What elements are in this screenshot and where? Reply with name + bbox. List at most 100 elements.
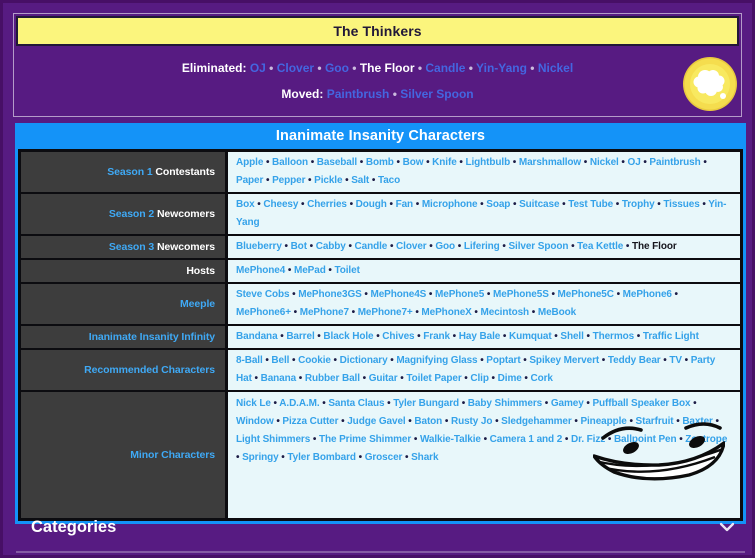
character-link[interactable]: Hay Bale: [458, 331, 501, 342]
character-link[interactable]: Yin-Yang: [236, 199, 727, 228]
character-link[interactable]: Lifering: [463, 241, 500, 252]
character-link[interactable]: Thermos: [592, 331, 635, 342]
character-link[interactable]: Dime: [497, 373, 522, 384]
character-link[interactable]: Box: [236, 199, 255, 210]
character-link[interactable]: MePhone4: [236, 265, 286, 276]
character-link[interactable]: Goo: [324, 61, 349, 75]
character-link[interactable]: Nick Le: [236, 398, 271, 409]
character-link[interactable]: OJ: [249, 61, 266, 75]
character-link[interactable]: Yin-Yang: [476, 61, 527, 75]
character-link[interactable]: Dough: [355, 199, 387, 210]
character-link[interactable]: Trophy: [621, 199, 655, 210]
character-link[interactable]: Recommended Characters: [84, 364, 215, 376]
character-link[interactable]: Clover: [396, 241, 427, 252]
character-link[interactable]: Baby Shimmers: [467, 398, 543, 409]
character-link[interactable]: Tea Kettle: [577, 241, 624, 252]
character-link[interactable]: Blueberry: [236, 241, 282, 252]
character-link[interactable]: Salt: [351, 175, 370, 186]
character-link[interactable]: Traffic Light: [642, 331, 699, 342]
character-link[interactable]: Season 1: [107, 166, 153, 178]
character-link[interactable]: Nickel: [589, 157, 619, 168]
character-link[interactable]: MePhone5S: [493, 289, 549, 300]
character-link[interactable]: Pepper: [272, 175, 306, 186]
character-link[interactable]: Party Hat: [236, 355, 716, 384]
character-link[interactable]: Goo: [435, 241, 456, 252]
character-link[interactable]: Silver Spoon: [400, 87, 474, 101]
character-link[interactable]: OJ: [627, 157, 641, 168]
character-link[interactable]: Nickel: [537, 61, 574, 75]
character-link[interactable]: Balloon: [272, 157, 309, 168]
character-link[interactable]: Sledgehammer: [501, 416, 572, 427]
character-link[interactable]: Cabby: [315, 241, 346, 252]
character-link[interactable]: MePhone7: [299, 307, 349, 318]
character-link[interactable]: Toilet Paper: [406, 373, 462, 384]
character-link[interactable]: Taco: [377, 175, 401, 186]
character-link[interactable]: Rubber Ball: [304, 373, 360, 384]
character-link[interactable]: Microphone: [421, 199, 478, 210]
character-link[interactable]: Banana: [260, 373, 297, 384]
character-link[interactable]: Dr. Fizz: [570, 434, 606, 445]
character-link[interactable]: Magnifying Glass: [396, 355, 478, 366]
character-link[interactable]: Baton: [414, 416, 443, 427]
character-link[interactable]: Springy: [242, 452, 279, 463]
character-link[interactable]: Window: [236, 416, 274, 427]
character-link[interactable]: Ballpoint Pen: [613, 434, 677, 445]
character-link[interactable]: Knife: [432, 157, 457, 168]
thought-bubble-coin-icon[interactable]: [682, 56, 738, 112]
categories-section-header[interactable]: Categories: [31, 512, 738, 542]
character-link[interactable]: Clip: [470, 373, 489, 384]
character-link[interactable]: Toilet: [334, 265, 360, 276]
character-link[interactable]: Candle: [354, 241, 388, 252]
character-link[interactable]: Cookie: [298, 355, 331, 366]
character-link[interactable]: Poptart: [486, 355, 521, 366]
character-link[interactable]: Pineapple: [580, 416, 627, 427]
character-link[interactable]: Fan: [395, 199, 414, 210]
character-link[interactable]: Cork: [530, 373, 553, 384]
character-link[interactable]: Silver Spoon: [508, 241, 569, 252]
character-link[interactable]: MePhone7+: [357, 307, 413, 318]
character-link[interactable]: Apple: [236, 157, 264, 168]
character-link[interactable]: MePad: [293, 265, 326, 276]
character-link[interactable]: Teddy Bear: [607, 355, 661, 366]
character-link[interactable]: Guitar: [368, 373, 398, 384]
character-link[interactable]: A.D.A.M.: [279, 398, 320, 409]
character-link[interactable]: Shell: [560, 331, 584, 342]
character-link[interactable]: Camera 1 and 2: [489, 434, 563, 445]
character-link[interactable]: Clover: [276, 61, 315, 75]
character-link[interactable]: MePhone6+: [236, 307, 291, 318]
character-link[interactable]: Mecintosh: [480, 307, 530, 318]
character-link[interactable]: Kumquat: [508, 331, 552, 342]
character-link[interactable]: Santa Claus: [328, 398, 385, 409]
character-link[interactable]: Test Tube: [568, 199, 614, 210]
character-link[interactable]: Paper: [236, 175, 264, 186]
character-link[interactable]: Bot: [290, 241, 307, 252]
character-link[interactable]: Soap: [486, 199, 511, 210]
character-link[interactable]: Judge Gavel: [347, 416, 406, 427]
character-link[interactable]: Rusty Jo: [450, 416, 493, 427]
character-link[interactable]: The Prime Shimmer: [318, 434, 412, 445]
character-link[interactable]: Light Shimmers: [236, 434, 311, 445]
character-link[interactable]: Dictionary: [339, 355, 388, 366]
character-link[interactable]: Candle: [425, 61, 466, 75]
character-link[interactable]: Marshmallow: [518, 157, 582, 168]
character-link[interactable]: Bow: [402, 157, 424, 168]
character-link[interactable]: Spikey Mervert: [529, 355, 600, 366]
character-link[interactable]: Gamey: [550, 398, 584, 409]
character-link[interactable]: Puffball Speaker Box: [592, 398, 691, 409]
character-link[interactable]: Tissues: [663, 199, 700, 210]
character-link[interactable]: Bomb: [365, 157, 394, 168]
chevron-down-icon[interactable]: [716, 516, 738, 538]
character-link[interactable]: Season 3: [108, 241, 155, 253]
character-link[interactable]: Pickle: [314, 175, 343, 186]
character-link[interactable]: Zoetrope: [685, 434, 728, 445]
character-link[interactable]: MeBook: [537, 307, 577, 318]
character-link[interactable]: Cherries: [307, 199, 347, 210]
character-link[interactable]: Groscer: [364, 452, 403, 463]
character-link[interactable]: MePhone5C: [557, 289, 614, 300]
character-link[interactable]: Season 2: [108, 208, 155, 220]
character-link[interactable]: Chives: [382, 331, 415, 342]
character-link[interactable]: 8-Ball: [236, 355, 263, 366]
character-link[interactable]: Walkie-Talkie: [419, 434, 481, 445]
character-link[interactable]: Steve Cobs: [236, 289, 290, 300]
character-link[interactable]: Cheesy: [263, 199, 299, 210]
